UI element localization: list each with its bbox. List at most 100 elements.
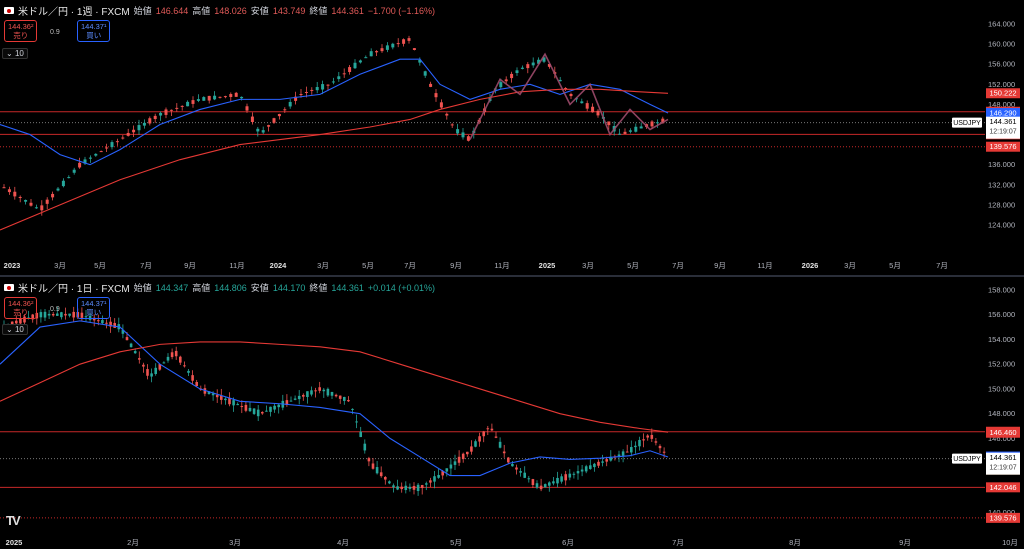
weekly-symbol-title[interactable]: 米ドル／円 · 1週 · FXCM: [18, 7, 130, 18]
candle: [486, 428, 490, 430]
candle: [310, 89, 314, 91]
candle: [412, 485, 416, 490]
candle: [638, 439, 641, 447]
y-tick-label: 148.000: [988, 409, 1015, 418]
tradingview-logo-icon[interactable]: TV: [6, 513, 21, 528]
daily-open: 144.347: [155, 282, 189, 293]
candle: [375, 467, 379, 474]
candle: [133, 351, 137, 354]
x-tick-label: 10月: [1002, 538, 1018, 547]
candle: [556, 477, 559, 484]
weekly-indicators-toggle[interactable]: ⌄ 10: [2, 48, 28, 59]
candle: [154, 367, 157, 374]
candle: [494, 436, 498, 438]
daily-symbol-title[interactable]: 米ドル／円 · 1日 · FXCM: [18, 284, 130, 295]
candle: [105, 147, 109, 149]
candle: [191, 375, 194, 381]
y-tick-label: 152.000: [988, 80, 1015, 89]
weekly-chart-pane[interactable]: 164.000160.000156.000152.000148.000144.0…: [0, 0, 1024, 275]
usdjpy-flag-icon: [4, 7, 14, 14]
pane-separator[interactable]: [0, 275, 1024, 277]
candle: [277, 113, 281, 117]
candle: [126, 132, 130, 136]
candle: [334, 394, 338, 397]
daily-buy-button[interactable]: 144.37¹ 買い: [77, 297, 111, 319]
candle: [628, 130, 632, 132]
candle: [158, 364, 162, 370]
daily-legend: 米ドル／円 · 1日 · FXCM 始値 144.347 高値 144.806 安値…: [4, 280, 435, 295]
candle: [515, 70, 519, 74]
candle: [445, 468, 449, 472]
candle: [388, 481, 391, 484]
candle: [40, 205, 44, 211]
y-tick-label: 152.000: [988, 360, 1015, 369]
candle: [552, 481, 555, 484]
x-tick-label: 3月: [582, 261, 594, 270]
candle: [347, 399, 350, 402]
candle: [351, 408, 354, 410]
candle: [580, 469, 584, 472]
candle: [456, 129, 460, 134]
countdown-label: 12:19:07: [989, 129, 1016, 136]
candle: [191, 100, 195, 104]
candle: [520, 67, 524, 69]
candle: [572, 473, 576, 475]
weekly-legend: 米ドル／円 · 1週 · FXCM 始値 146.644 高値 148.026 安値…: [4, 3, 435, 18]
candle: [457, 456, 461, 463]
candle: [355, 421, 358, 423]
price-tag-label: 146.460: [989, 428, 1016, 437]
x-tick-label: 7月: [672, 261, 684, 270]
x-tick-label: 3月: [229, 538, 241, 547]
daily-chart-pane[interactable]: 158.000 156.000 154.000 152.000 150.000 148.0…: [0, 277, 1024, 549]
pattern-line: [469, 52, 669, 140]
candle: [47, 313, 51, 316]
weekly-buy-button[interactable]: 144.37¹ 買い: [77, 20, 111, 42]
candle: [482, 431, 485, 437]
weekly-chart-canvas[interactable]: 164.000160.000156.000152.000148.000144.0…: [0, 0, 1024, 275]
x-tick-label: 7月: [672, 538, 684, 547]
candle: [294, 96, 298, 101]
y-tick-label: 154.000: [988, 335, 1015, 344]
chevron-down-icon: ⌄: [6, 325, 13, 334]
candle: [580, 101, 584, 104]
candle: [576, 471, 580, 474]
candle: [43, 311, 47, 318]
candle: [425, 483, 428, 485]
x-tick-label: 2月: [127, 538, 139, 547]
daily-sell-button[interactable]: 144.36² 売り: [4, 297, 38, 319]
candle: [359, 431, 362, 438]
last-price-label: 144.361: [989, 453, 1016, 462]
candle: [92, 317, 96, 321]
candle: [507, 457, 510, 463]
candle: [539, 485, 543, 490]
weekly-sell-button[interactable]: 144.36² 売り: [4, 20, 38, 42]
candle: [548, 482, 551, 486]
candle: [261, 411, 264, 414]
candle: [232, 400, 235, 406]
candle: [150, 373, 153, 377]
candle: [343, 396, 346, 401]
candle: [498, 441, 502, 448]
x-tick-label: 8月: [789, 538, 801, 547]
daily-close: 144.361: [331, 282, 364, 293]
candle: [256, 128, 260, 132]
candle: [153, 115, 157, 120]
candle: [211, 393, 215, 396]
candle: [97, 320, 100, 322]
candle: [402, 39, 406, 44]
candle: [634, 445, 637, 448]
candle: [543, 484, 547, 488]
candle: [584, 466, 588, 472]
candle: [535, 483, 539, 488]
candle: [289, 400, 293, 402]
candle: [218, 96, 222, 98]
candle: [560, 476, 563, 482]
candle: [593, 463, 596, 468]
weekly-low: 143.749: [272, 5, 306, 16]
candle: [146, 369, 149, 376]
candle: [84, 316, 88, 318]
daily-chart-canvas[interactable]: 158.000 156.000 154.000 152.000 150.000 148.0…: [0, 277, 1024, 549]
candle: [83, 159, 87, 164]
daily-indicators-toggle[interactable]: ⌄ 10: [2, 324, 28, 335]
candle: [441, 471, 444, 476]
